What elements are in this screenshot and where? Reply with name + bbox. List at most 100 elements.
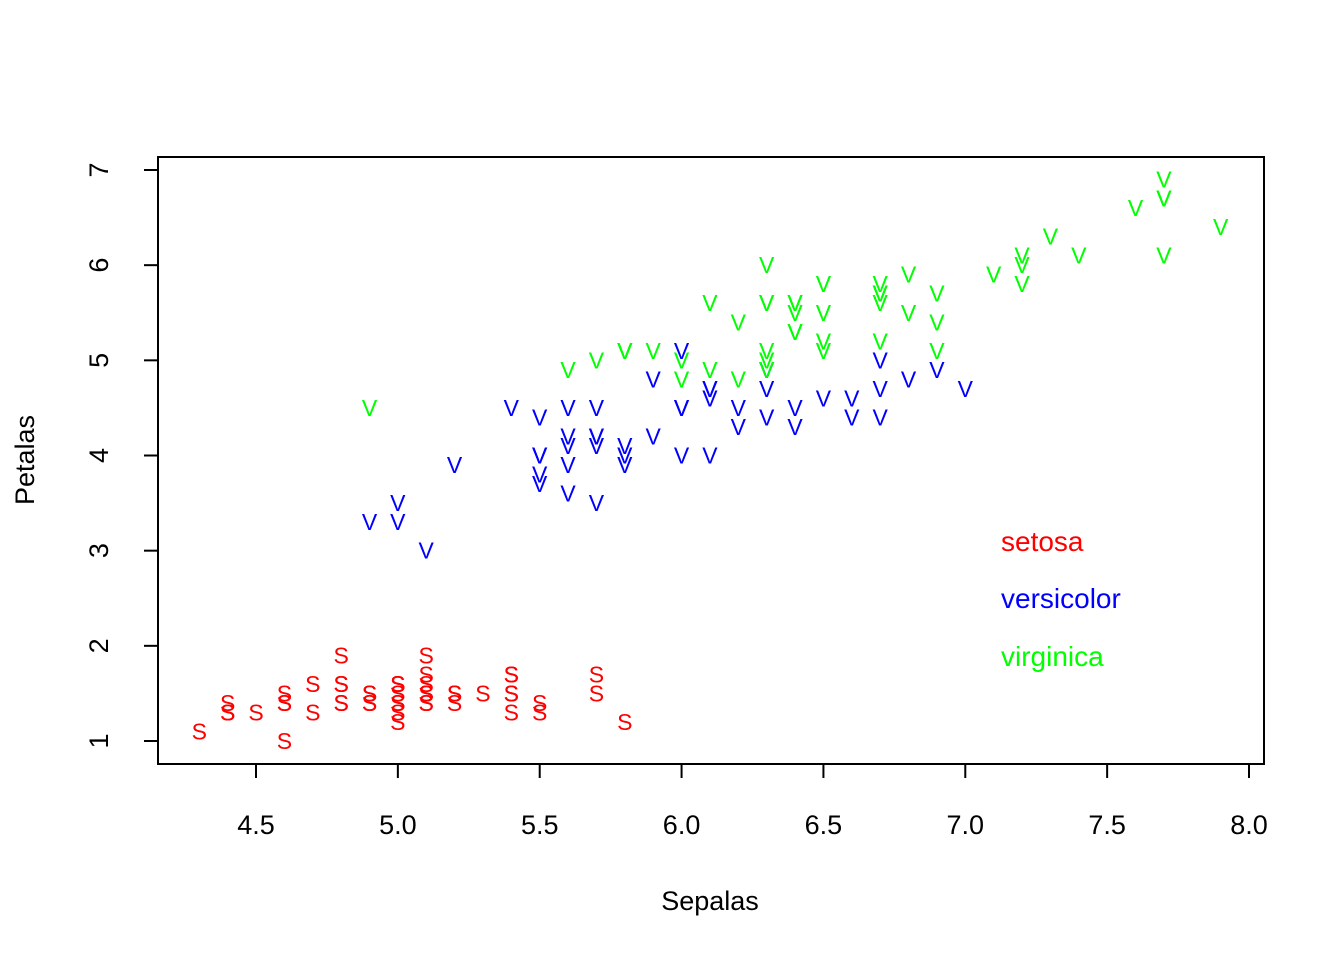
data-point-virginica: V bbox=[1156, 167, 1172, 193]
data-point-setosa: S bbox=[362, 680, 377, 706]
data-point-versicolor: V bbox=[674, 338, 690, 364]
data-point-setosa: S bbox=[333, 690, 348, 716]
data-point-virginica: V bbox=[617, 338, 633, 364]
data-point-virginica: V bbox=[816, 338, 832, 364]
data-point-versicolor: V bbox=[532, 471, 548, 497]
x-tick-label: 6.0 bbox=[663, 810, 701, 840]
data-point-virginica: V bbox=[617, 338, 633, 364]
y-tick-label: 4 bbox=[84, 448, 114, 463]
data-point-setosa: S bbox=[419, 680, 434, 706]
data-point-virginica: V bbox=[901, 300, 917, 326]
data-point-virginica: V bbox=[731, 309, 747, 335]
data-point-virginica: V bbox=[1014, 252, 1030, 278]
data-point-virginica: V bbox=[787, 319, 803, 345]
data-point-versicolor: V bbox=[674, 395, 690, 421]
data-point-setosa: S bbox=[390, 690, 405, 716]
data-point-virginica: V bbox=[589, 347, 605, 373]
data-point-setosa: S bbox=[220, 699, 235, 725]
data-point-virginica: V bbox=[1014, 243, 1030, 269]
data-point-setosa: S bbox=[277, 690, 292, 716]
data-point-setosa: S bbox=[504, 661, 519, 687]
x-tick-label: 5.0 bbox=[379, 810, 417, 840]
y-tick-label: 2 bbox=[84, 638, 114, 653]
data-point-virginica: V bbox=[759, 252, 775, 278]
data-point-versicolor: V bbox=[816, 385, 832, 411]
data-point-setosa: S bbox=[362, 680, 377, 706]
data-point-setosa: S bbox=[419, 680, 434, 706]
data-point-versicolor: V bbox=[646, 366, 662, 392]
data-point-versicolor: V bbox=[532, 443, 548, 469]
data-point-versicolor: V bbox=[929, 357, 945, 383]
data-point-setosa: S bbox=[419, 690, 434, 716]
data-point-virginica: V bbox=[1156, 186, 1172, 212]
data-point-versicolor: V bbox=[560, 433, 576, 459]
data-point-setosa: S bbox=[277, 728, 292, 754]
data-point-virginica: V bbox=[1156, 243, 1172, 269]
data-point-virginica: V bbox=[759, 290, 775, 316]
data-point-virginica: V bbox=[560, 357, 576, 383]
data-point-virginica: V bbox=[1213, 214, 1229, 240]
data-point-versicolor: V bbox=[362, 509, 378, 535]
data-point-versicolor: V bbox=[958, 376, 974, 402]
data-point-versicolor: V bbox=[390, 509, 406, 535]
data-point-virginica: V bbox=[1014, 271, 1030, 297]
data-point-versicolor: V bbox=[447, 452, 463, 478]
data-point-setosa: S bbox=[333, 642, 348, 668]
data-point-virginica: V bbox=[816, 328, 832, 354]
data-point-setosa: S bbox=[390, 699, 405, 725]
legend-item-versicolor: versicolor bbox=[1001, 583, 1121, 614]
data-point-setosa: S bbox=[277, 680, 292, 706]
data-point-virginica: V bbox=[646, 338, 662, 364]
data-point-virginica: V bbox=[986, 262, 1002, 288]
data-point-versicolor: V bbox=[560, 452, 576, 478]
data-point-setosa: S bbox=[192, 718, 207, 744]
data-point-versicolor: V bbox=[560, 481, 576, 507]
data-point-virginica: V bbox=[929, 338, 945, 364]
data-point-virginica: V bbox=[816, 271, 832, 297]
data-point-setosa: S bbox=[390, 671, 405, 697]
data-point-versicolor: V bbox=[646, 423, 662, 449]
data-point-virginica: V bbox=[787, 300, 803, 326]
x-axis: 4.5 5.0 5.5 6.0 6.5 7.0 7.5 8.0 bbox=[237, 764, 1268, 840]
x-tick-label: 4.5 bbox=[237, 810, 275, 840]
x-axis-label: Sepalas bbox=[661, 886, 759, 916]
data-point-versicolor: V bbox=[674, 395, 690, 421]
data-point-versicolor: V bbox=[532, 404, 548, 430]
y-tick-label: 5 bbox=[84, 353, 114, 368]
data-point-setosa: S bbox=[589, 661, 604, 687]
data-point-versicolor: V bbox=[731, 414, 747, 440]
data-point-setosa: S bbox=[333, 690, 348, 716]
data-point-setosa: S bbox=[305, 671, 320, 697]
data-point-setosa: S bbox=[248, 699, 263, 725]
x-tick-label: 7.5 bbox=[1088, 810, 1126, 840]
data-point-setosa: S bbox=[220, 699, 235, 725]
data-point-versicolor: V bbox=[702, 376, 718, 402]
data-point-versicolor: V bbox=[589, 433, 605, 459]
data-point-versicolor: V bbox=[702, 385, 718, 411]
data-point-setosa: S bbox=[419, 690, 434, 716]
data-point-virginica: V bbox=[702, 290, 718, 316]
data-point-virginica: V bbox=[362, 395, 378, 421]
data-point-virginica: V bbox=[1043, 224, 1059, 250]
data-point-setosa: S bbox=[504, 699, 519, 725]
legend-item-virginica: virginica bbox=[1001, 641, 1104, 672]
data-point-virginica: V bbox=[872, 290, 888, 316]
data-point-setosa: S bbox=[589, 680, 604, 706]
data-point-setosa: S bbox=[447, 680, 462, 706]
data-point-setosa: S bbox=[362, 690, 377, 716]
data-point-virginica: V bbox=[872, 271, 888, 297]
data-point-versicolor: V bbox=[702, 376, 718, 402]
data-point-setosa: S bbox=[390, 671, 405, 697]
data-point-setosa: S bbox=[532, 690, 547, 716]
y-tick-label: 1 bbox=[84, 733, 114, 748]
data-point-setosa: S bbox=[504, 680, 519, 706]
data-point-setosa: S bbox=[475, 680, 490, 706]
data-point-setosa: S bbox=[220, 690, 235, 716]
data-point-setosa: S bbox=[447, 690, 462, 716]
data-point-versicolor: V bbox=[589, 490, 605, 516]
y-tick-label: 3 bbox=[84, 543, 114, 558]
data-point-virginica: V bbox=[787, 290, 803, 316]
data-point-setosa: S bbox=[419, 680, 434, 706]
data-point-virginica: V bbox=[702, 357, 718, 383]
